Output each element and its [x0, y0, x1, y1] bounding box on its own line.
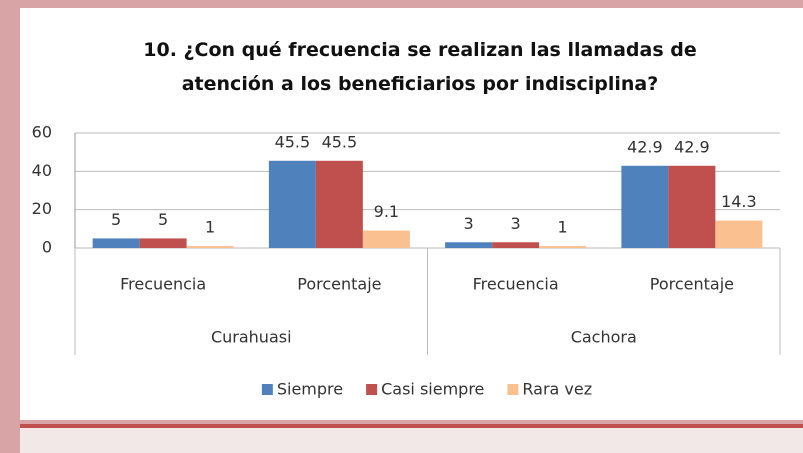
data-label: 3 — [511, 214, 521, 233]
bar — [539, 246, 587, 248]
bar — [445, 242, 493, 248]
legend-label: Casi siempre — [381, 380, 484, 399]
data-label: 3 — [464, 214, 474, 233]
data-label: 9.1 — [374, 202, 399, 221]
x-tick-label: Porcentaje — [297, 275, 381, 294]
data-label: 14.3 — [721, 192, 757, 211]
legend-swatch — [366, 384, 378, 395]
bar — [139, 238, 187, 248]
data-label: 1 — [205, 218, 215, 237]
data-label: 45.5 — [322, 132, 358, 151]
chart-title: 10. ¿Con qué frecuencia se realizan las … — [143, 39, 697, 95]
bar — [186, 246, 234, 248]
y-tick-label: 40 — [32, 161, 52, 180]
data-label: 42.9 — [674, 137, 710, 156]
bar — [315, 160, 363, 248]
data-label: 5 — [158, 210, 168, 229]
bar — [362, 230, 410, 248]
x-tick-label: Frecuencia — [120, 275, 206, 294]
bar — [492, 242, 540, 248]
bar — [715, 220, 763, 248]
group-label: Curahuasi — [211, 328, 292, 347]
legend-label: Siempre — [277, 380, 343, 399]
bar — [668, 165, 716, 248]
data-label: 42.9 — [627, 137, 663, 156]
data-label: 5 — [111, 210, 121, 229]
x-tick-label: Porcentaje — [650, 275, 734, 294]
y-tick-label: 60 — [32, 123, 52, 142]
bar — [92, 238, 140, 248]
y-tick-label: 20 — [32, 199, 52, 218]
bar — [621, 165, 669, 248]
bar — [268, 160, 316, 248]
group-label: Cachora — [571, 328, 637, 347]
y-tick-label: 0 — [42, 238, 52, 257]
legend-swatch — [261, 384, 273, 395]
data-label: 45.5 — [275, 132, 311, 151]
bottom-rule — [20, 424, 803, 428]
legend-swatch — [507, 384, 519, 395]
footer — [20, 428, 803, 453]
legend-label: Rara vez — [522, 380, 592, 399]
data-label: 1 — [558, 218, 568, 237]
x-tick-label: Frecuencia — [473, 275, 559, 294]
